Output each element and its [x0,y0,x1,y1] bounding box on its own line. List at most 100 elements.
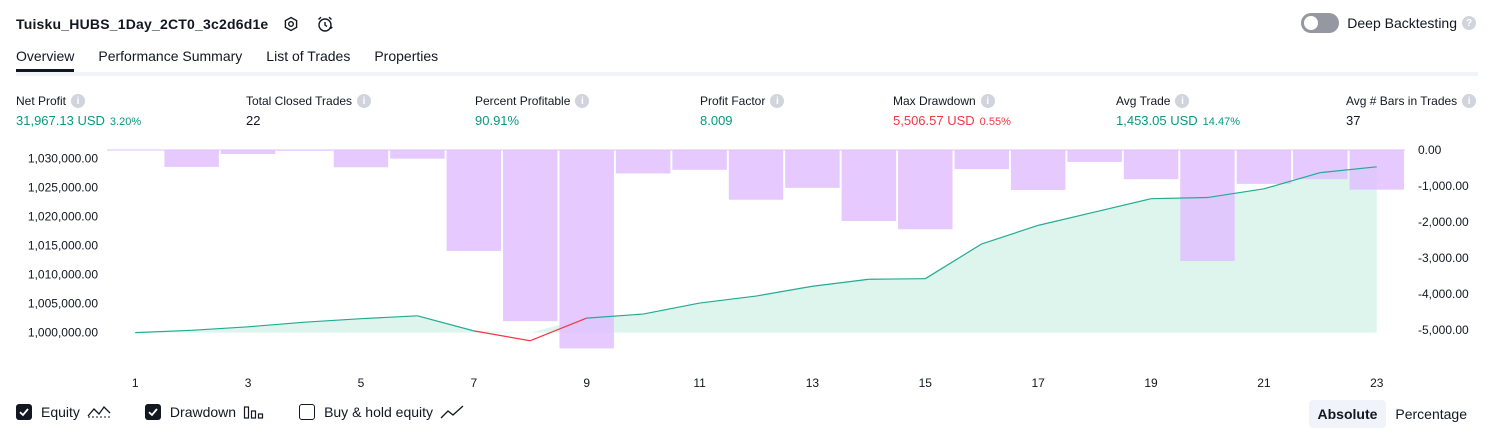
drawdown-bar [220,150,276,154]
absolute-button[interactable]: Absolute [1308,400,1387,428]
metric-percent: 14.47% [1202,116,1240,128]
drawdown-bars-icon [243,404,265,420]
drawdown-bar [503,150,558,322]
drawdown-bar [277,150,332,151]
drawdown-bar [1293,150,1348,180]
metric-avg-bars: Avg # Bars in Trades i 37 [1346,94,1477,128]
metric-value: 1,453.05 USD [1116,113,1198,128]
deep-backtesting-toggle[interactable] [1301,13,1340,33]
metric-label: Max Drawdown [893,94,976,108]
equity-line-segment [417,315,474,332]
x-axis-tick: 23 [1370,376,1384,390]
tab-performance-summary[interactable]: Performance Summary [98,48,243,64]
drawdown-bar [1123,150,1179,180]
x-axis-tick: 21 [1257,376,1271,390]
metric-value: 8.009 [700,113,733,128]
alarm-clock-icon[interactable] [314,13,336,35]
legend-drawdown[interactable]: Drawdown [144,404,265,420]
drawdown-bar [559,150,614,349]
tab-overview[interactable]: Overview [16,48,75,72]
buy-hold-line-icon [440,404,464,420]
percentage-button[interactable]: Percentage [1395,406,1467,422]
equity-line-segment [530,317,587,342]
drawdown-checkbox[interactable] [144,404,161,420]
info-icon[interactable]: i [71,94,86,108]
metric-profit-factor: Profit Factor i 8.009 [700,94,785,128]
info-icon[interactable]: i [980,94,995,108]
equity-line-segment [643,302,700,315]
equity-line-segment [1207,188,1265,199]
metric-label: Avg # Bars in Trades [1346,94,1458,108]
right-axis-tick: -2,000.00 [1418,215,1469,229]
drawdown-bar [333,150,389,168]
equity-line-segment [473,330,531,342]
equity-line-segment [304,318,361,323]
chart-legend: Equity Drawdown Buy & hold equity [16,404,498,420]
metric-label: Percent Profitable [475,94,571,108]
metric-label: Net Profit [16,94,67,108]
x-axis-tick: 5 [358,376,365,390]
metric-value: 90.91% [475,113,520,128]
deep-backtesting: Deep Backtesting ? [1301,13,1476,33]
right-axis-tick: -1,000.00 [1418,179,1469,193]
drawdown-bar [728,150,784,200]
drawdown-bar [672,150,727,170]
left-axis-tick: 1,000,000.00 [28,326,98,340]
info-icon[interactable]: i [770,94,785,108]
legend-equity[interactable]: Equity [16,404,111,420]
drawdown-bar [1010,150,1066,190]
equity-checkbox[interactable] [16,404,32,420]
view-toggle: Absolute Percentage [1308,400,1477,428]
metric-net-profit: Net Profit i 31,967.13 USD 3.20% [16,94,141,128]
equity-line-segment [1263,172,1321,190]
x-axis-tick: 7 [470,376,477,390]
right-axis-tick: -3,000.00 [1418,251,1469,265]
x-axis-tick: 9 [583,376,590,390]
equity-line-icon [87,404,111,420]
metric-value: 5,506.57 USD [893,113,975,128]
equity-line-segment [1094,198,1152,213]
left-axis-tick: 1,010,000.00 [28,268,98,282]
equity-line-segment [981,224,1039,245]
equity-line-segment [586,313,644,319]
equity-area [135,166,1377,333]
legend-label: Drawdown [169,404,237,420]
metric-value: 37 [1346,113,1361,128]
equity-line-segment [1320,166,1377,174]
equity-line-segment [868,278,926,280]
drawdown-bar [108,150,163,151]
legend-buy-hold[interactable]: Buy & hold equity [299,404,464,420]
equity-line-segment [924,243,983,280]
settings-icon[interactable] [280,13,302,35]
equity-line-segment [699,295,757,304]
x-axis-tick: 3 [245,376,252,390]
info-icon[interactable]: i [357,94,372,108]
metric-label: Profit Factor [700,94,766,108]
help-icon[interactable]: ? [1462,16,1476,30]
right-axis-tick: -5,000.00 [1418,323,1469,337]
info-icon[interactable]: i [1175,94,1190,108]
tab-divider [16,72,1478,76]
drawdown-bar [1067,150,1122,162]
x-axis-tick: 17 [1031,376,1045,390]
strategy-header: Tuisku_HUBS_1Day_2CT0_3c2d6d1e [16,12,336,36]
equity-line-segment [135,329,192,334]
drawdown-bar [1180,150,1235,261]
metric-percent: 3.20% [109,116,142,128]
equity-line-segment [1038,211,1095,226]
tab-properties[interactable]: Properties [374,48,439,64]
drawdown-bar [390,150,445,159]
left-axis-tick: 1,025,000.00 [28,181,98,195]
x-axis-tick: 13 [806,376,820,390]
metric-label: Total Closed Trades [246,94,353,108]
tab-list-of-trades[interactable]: List of Trades [266,48,351,64]
drawdown-bar [898,150,953,230]
equity-line-segment [248,321,305,328]
info-icon[interactable]: i [575,94,590,108]
left-axis-tick: 1,020,000.00 [28,210,98,224]
info-icon[interactable]: i [1462,94,1477,108]
drawdown-bar [615,150,671,174]
metric-value: 31,967.13 USD [16,113,105,128]
buy-hold-checkbox[interactable] [299,404,316,420]
metric-value: 22 [246,113,261,128]
